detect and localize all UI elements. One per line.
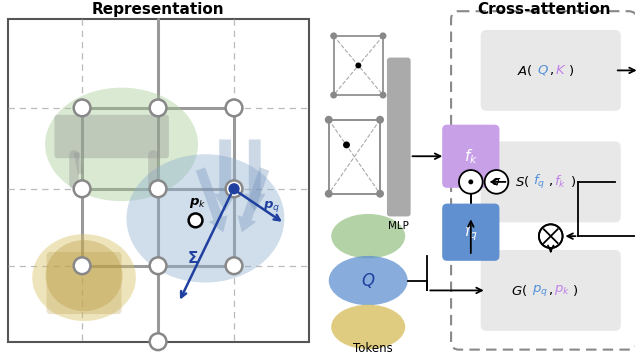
Circle shape	[343, 141, 350, 148]
FancyBboxPatch shape	[8, 19, 309, 342]
Text: $Q$: $Q$	[361, 271, 376, 290]
FancyBboxPatch shape	[47, 252, 122, 314]
Ellipse shape	[45, 88, 198, 201]
Circle shape	[376, 190, 384, 198]
Text: $)$: $)$	[570, 174, 577, 189]
FancyArrow shape	[214, 140, 236, 211]
Circle shape	[74, 100, 90, 116]
Ellipse shape	[45, 240, 122, 311]
Ellipse shape	[332, 305, 405, 349]
Text: $p_q$: $p_q$	[532, 283, 548, 298]
Text: $\boldsymbol{p}_k$: $\boldsymbol{p}_k$	[189, 195, 206, 210]
FancyBboxPatch shape	[387, 58, 411, 216]
Circle shape	[226, 100, 243, 116]
FancyArrow shape	[244, 140, 266, 211]
Text: $A($: $A($	[517, 63, 533, 78]
Text: $f_q$: $f_q$	[464, 222, 477, 242]
Circle shape	[459, 170, 483, 194]
FancyBboxPatch shape	[481, 141, 621, 222]
FancyArrow shape	[196, 167, 228, 232]
FancyBboxPatch shape	[442, 204, 499, 261]
Ellipse shape	[332, 214, 405, 258]
Text: $,$: $,$	[548, 176, 553, 188]
Text: $f_k$: $f_k$	[464, 147, 477, 166]
Text: $)$: $)$	[568, 63, 575, 78]
Text: $\boldsymbol{p}_q$: $\boldsymbol{p}_q$	[263, 199, 280, 214]
FancyBboxPatch shape	[481, 30, 621, 111]
Circle shape	[468, 179, 474, 184]
Circle shape	[376, 116, 384, 124]
Text: $,$: $,$	[548, 284, 553, 297]
Circle shape	[150, 333, 166, 350]
Text: $,$: $,$	[548, 64, 554, 77]
Circle shape	[226, 257, 243, 274]
Text: $K$: $K$	[555, 64, 566, 77]
FancyBboxPatch shape	[481, 250, 621, 331]
Text: $\sigma$: $\sigma$	[492, 176, 502, 188]
Circle shape	[380, 32, 387, 39]
Circle shape	[226, 180, 243, 197]
FancyBboxPatch shape	[54, 115, 169, 158]
Circle shape	[380, 91, 387, 99]
Text: MLP: MLP	[388, 221, 409, 231]
Circle shape	[74, 180, 90, 197]
FancyBboxPatch shape	[451, 11, 637, 350]
Circle shape	[330, 32, 337, 39]
Text: $f_q$: $f_q$	[533, 173, 545, 191]
Circle shape	[324, 190, 333, 198]
Circle shape	[150, 180, 166, 197]
Circle shape	[229, 184, 239, 194]
Ellipse shape	[329, 256, 408, 305]
FancyArrow shape	[237, 167, 269, 232]
Ellipse shape	[32, 234, 136, 321]
Text: $\boldsymbol{\Sigma}$: $\boldsymbol{\Sigma}$	[187, 250, 198, 266]
Text: Representation: Representation	[92, 2, 225, 17]
Circle shape	[539, 224, 563, 248]
Circle shape	[484, 170, 508, 194]
Circle shape	[330, 91, 337, 99]
Text: $G($: $G($	[511, 283, 527, 298]
Text: $Q$: $Q$	[537, 63, 549, 77]
Ellipse shape	[127, 154, 284, 283]
Text: Cross-attention: Cross-attention	[477, 2, 611, 17]
Text: Tokens: Tokens	[353, 342, 393, 355]
Text: $p_k$: $p_k$	[554, 283, 570, 297]
Circle shape	[74, 257, 90, 274]
Circle shape	[355, 63, 362, 68]
Circle shape	[150, 257, 166, 274]
FancyBboxPatch shape	[442, 125, 499, 188]
Circle shape	[189, 214, 202, 227]
Circle shape	[150, 100, 166, 116]
Circle shape	[324, 116, 333, 124]
Text: $f_k$: $f_k$	[554, 174, 566, 190]
Text: $)$: $)$	[572, 283, 579, 298]
Text: $S($: $S($	[515, 174, 529, 189]
